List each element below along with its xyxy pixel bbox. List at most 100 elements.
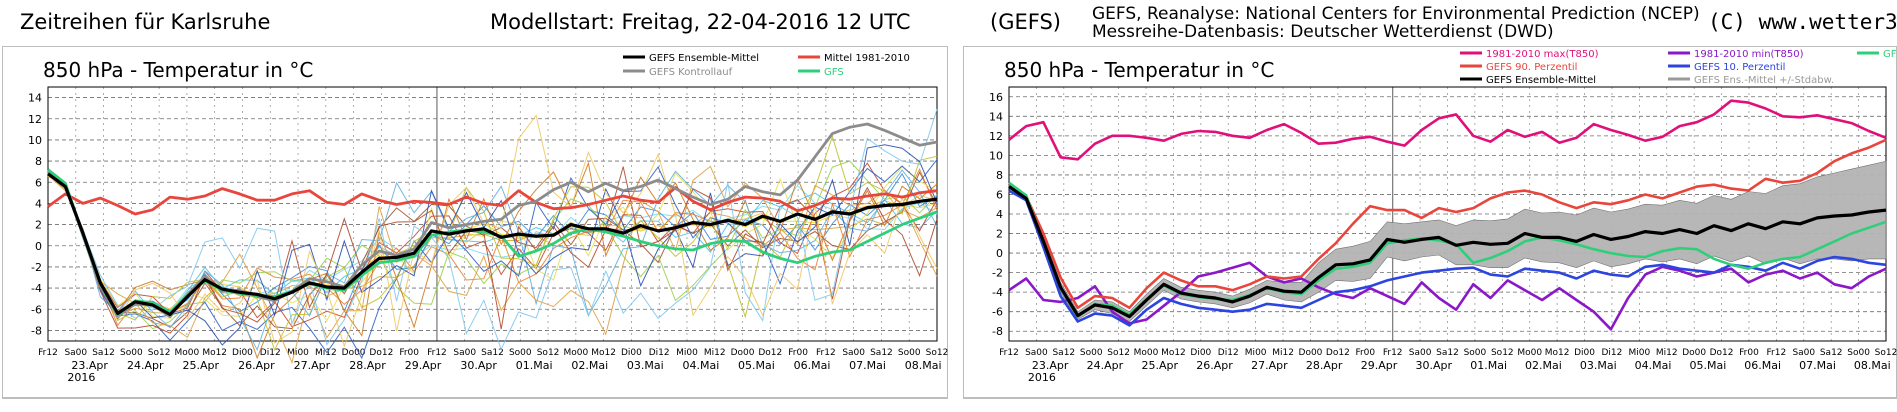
x-tick-label: Mi12 — [1272, 348, 1294, 358]
x-tick-label: Mi12 — [704, 348, 726, 358]
x-tick-label: Mo00 — [175, 348, 200, 358]
chart-title: 850 hPa - Temperatur in °C — [1004, 58, 1274, 82]
x-tick-label: Fr12 — [1767, 348, 1787, 358]
x-day-label: 24.Apr — [1087, 359, 1124, 372]
y-tick-label: 16 — [989, 91, 1003, 104]
y-tick-label: -2 — [992, 267, 1003, 280]
y-tick-label: 4 — [35, 197, 42, 210]
y-tick-label: 14 — [28, 92, 42, 105]
x-tick-label: So00 — [1080, 348, 1103, 358]
x-day-label: 01.Mai — [1470, 359, 1507, 372]
y-tick-label: 12 — [989, 130, 1003, 143]
x-year-label: 2016 — [67, 371, 95, 384]
ensemble-member-line — [47, 167, 938, 327]
series-line-gefs-ensemble-mittel — [47, 172, 938, 317]
x-tick-label: So12 — [1875, 348, 1897, 358]
x-tick-label: Mo12 — [1161, 348, 1186, 358]
x-day-label: 03.Mai — [627, 359, 664, 372]
x-tick-label: Fr12 — [427, 348, 447, 358]
x-tick-label: Di12 — [260, 348, 281, 358]
x-tick-label: Mi00 — [1628, 348, 1650, 358]
x-tick-label: Do12 — [758, 348, 782, 358]
x-tick-label: Mi00 — [1245, 348, 1267, 358]
series-line-1981-2010-min-t850 — [1008, 261, 1887, 331]
y-tick-label: 8 — [35, 155, 42, 168]
x-tick-label: So12 — [1107, 348, 1130, 358]
x-tick-label: Di12 — [649, 348, 670, 358]
x-day-label: 30.Apr — [1416, 359, 1453, 372]
x-day-label: 26.Apr — [1196, 359, 1233, 372]
model-name-label: (GEFS) — [990, 10, 1061, 34]
x-day-label: 27.Apr — [1251, 359, 1288, 372]
chart-legend: 1981-2010 max(T850) 1981-2010 min(T850) GF… — [1460, 49, 1897, 86]
ensemble-member-line — [47, 159, 938, 360]
series-line-gefs-ensemble-mittel — [1008, 185, 1887, 319]
legend-label: GEFS 90. Perzentil — [1486, 62, 1577, 73]
x-tick-label: Do12 — [1326, 348, 1350, 358]
x-tick-label: Di00 — [1190, 348, 1211, 358]
x-tick-label: Mo12 — [1545, 348, 1570, 358]
series-line-gefs-90-perzentil — [1008, 138, 1887, 310]
x-tick-label: Sa00 — [453, 348, 476, 358]
x-tick-label: Sa12 — [870, 348, 893, 358]
x-tick-label: Mo00 — [563, 348, 588, 358]
x-tick-label: Sa12 — [481, 348, 504, 358]
x-day-label: 07.Mai — [1799, 359, 1836, 372]
x-tick-label: So12 — [926, 348, 949, 358]
x-day-label: 07.Mai — [849, 359, 886, 372]
x-day-label: 04.Mai — [1635, 359, 1672, 372]
x-tick-label: So00 — [1464, 348, 1487, 358]
source-line-1: GEFS, Reanalyse: National Centers for En… — [1092, 4, 1700, 24]
x-tick-label: Fr00 — [1355, 348, 1375, 358]
x-tick-label: Mi00 — [287, 348, 309, 358]
y-tick-label: 10 — [989, 149, 1003, 162]
y-tick-label: 0 — [35, 240, 42, 253]
y-tick-label: 14 — [989, 110, 1003, 123]
chart-legend: GEFS Ensemble-Mittel Mittel 1981-2010 GEFS… — [623, 53, 910, 78]
x-tick-label: So12 — [1491, 348, 1514, 358]
x-day-label: 05.Mai — [1689, 359, 1726, 372]
y-tick-label: -6 — [31, 303, 42, 316]
y-tick-label: -2 — [31, 261, 42, 274]
copyright-label: (C) www.wetter3. — [1708, 10, 1897, 34]
x-tick-label: Fr00 — [788, 348, 808, 358]
ensemble-member-line — [47, 109, 938, 351]
x-tick-label: Mi00 — [676, 348, 698, 358]
x-day-label: 05.Mai — [738, 359, 775, 372]
x-day-label: 28.Apr — [349, 359, 386, 372]
page-title: Zeitreihen für Karlsruhe — [20, 10, 271, 34]
ensemble-member-line — [47, 144, 938, 346]
x-tick-label: Do00 — [342, 348, 366, 358]
percentile-chart-panel: 850 hPa - Temperatur in °C -8 -6 -4 -2 0 2 4 6 8 1… — [963, 46, 1897, 398]
y-tick-label: 2 — [996, 228, 1003, 241]
x-tick-label: Fr12 — [999, 348, 1019, 358]
x-tick-label: Fr12 — [816, 348, 836, 358]
y-tick-label: -6 — [992, 306, 1003, 319]
x-tick-label: Di00 — [621, 348, 642, 358]
x-tick-label: Sa00 — [64, 348, 87, 358]
legend-label: 1981-2010 min(T850) — [1694, 49, 1804, 60]
x-day-label: 01.Mai — [516, 359, 553, 372]
y-tick-label: 6 — [996, 188, 1003, 201]
ensemble-member-line — [47, 166, 938, 334]
x-tick-label: Sa12 — [92, 348, 115, 358]
x-tick-label: Fr00 — [1739, 348, 1759, 358]
x-day-label: 06.Mai — [794, 359, 831, 372]
x-tick-label: Mi12 — [315, 348, 337, 358]
x-day-label: 29.Apr — [1361, 359, 1398, 372]
x-tick-label: Fr00 — [399, 348, 419, 358]
legend-label: GEFS Ensemble-Mittel — [1486, 75, 1596, 86]
legend-label: GEFS Ensemble-Mittel — [649, 53, 759, 64]
x-tick-label: Fr12 — [38, 348, 58, 358]
x-day-label: 02.Mai — [1525, 359, 1562, 372]
model-run-label: Modellstart: Freitag, 22-04-2016 12 UTC — [490, 10, 911, 34]
x-day-label: 25.Apr — [1141, 359, 1178, 372]
y-tick-label: -8 — [31, 324, 42, 337]
x-day-label: 23.Apr — [71, 359, 108, 372]
x-year-label: 2016 — [1028, 371, 1056, 384]
x-tick-label: So00 — [1847, 348, 1870, 358]
series-line-mittel-1981-2010 — [47, 186, 938, 216]
percentile-chart: 850 hPa - Temperatur in °C -8 -6 -4 -2 0 2 4 6 8 1… — [989, 49, 1897, 384]
ensemble-plume-chart-panel: 850 hPa - Temperatur in °C -8 -6 -4 -2 0 2 4 6 8 1… — [2, 46, 948, 398]
x-tick-label: Mi12 — [1656, 348, 1678, 358]
